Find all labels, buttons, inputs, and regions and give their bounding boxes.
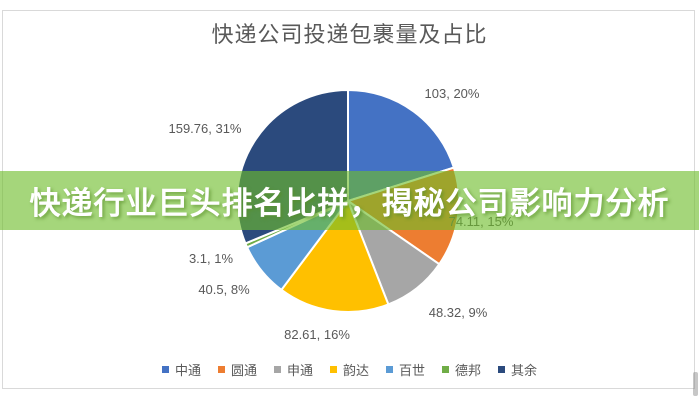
data-label-2: 48.32, 9% bbox=[429, 305, 488, 320]
legend-swatch bbox=[329, 366, 337, 373]
pie-slice-3 bbox=[280, 200, 390, 313]
data-label-4: 40.5, 8% bbox=[198, 282, 250, 297]
legend-swatch bbox=[217, 366, 225, 373]
legend-item-6: 其余 bbox=[498, 360, 537, 379]
legend-label: 圆通 bbox=[230, 363, 257, 378]
legend-label: 德邦 bbox=[455, 363, 482, 378]
legend-item-5: 德邦 bbox=[442, 360, 481, 379]
legend-swatch bbox=[442, 366, 450, 373]
legend-swatch bbox=[498, 366, 506, 373]
legend-label: 百世 bbox=[399, 363, 426, 378]
legend-item-4: 百世 bbox=[386, 360, 425, 379]
data-label-5: 3.1, 1% bbox=[189, 251, 234, 266]
legend-swatch bbox=[273, 366, 281, 373]
headline-text: 快递行业巨头排名比拼，揭秘公司影响力分析 bbox=[29, 186, 670, 221]
legend-swatch bbox=[386, 366, 393, 373]
corner-smudge bbox=[693, 372, 698, 396]
chart-title: 快递公司投递包裹量及占比 bbox=[211, 22, 488, 47]
legend-label: 中通 bbox=[174, 363, 201, 378]
data-label-3: 82.61, 16% bbox=[284, 327, 350, 342]
data-label-6: 159.76, 31% bbox=[168, 121, 241, 136]
data-label-0: 103, 20% bbox=[425, 86, 480, 101]
legend-label: 其余 bbox=[511, 363, 538, 378]
legend-label: 韵达 bbox=[342, 363, 369, 378]
chart-legend: 中通 圆通 申通 韵达 百世 德邦 其余 bbox=[0, 360, 699, 379]
legend-swatch bbox=[161, 366, 169, 373]
legend-item-3: 韵达 bbox=[329, 360, 369, 379]
headline-banner: 快递行业巨头排名比拼，揭秘公司影响力分析 bbox=[0, 171, 699, 230]
legend-item-2: 申通 bbox=[273, 360, 313, 379]
legend-item-0: 中通 bbox=[161, 360, 201, 379]
legend-item-1: 圆通 bbox=[217, 360, 257, 379]
legend-label: 申通 bbox=[286, 363, 313, 378]
